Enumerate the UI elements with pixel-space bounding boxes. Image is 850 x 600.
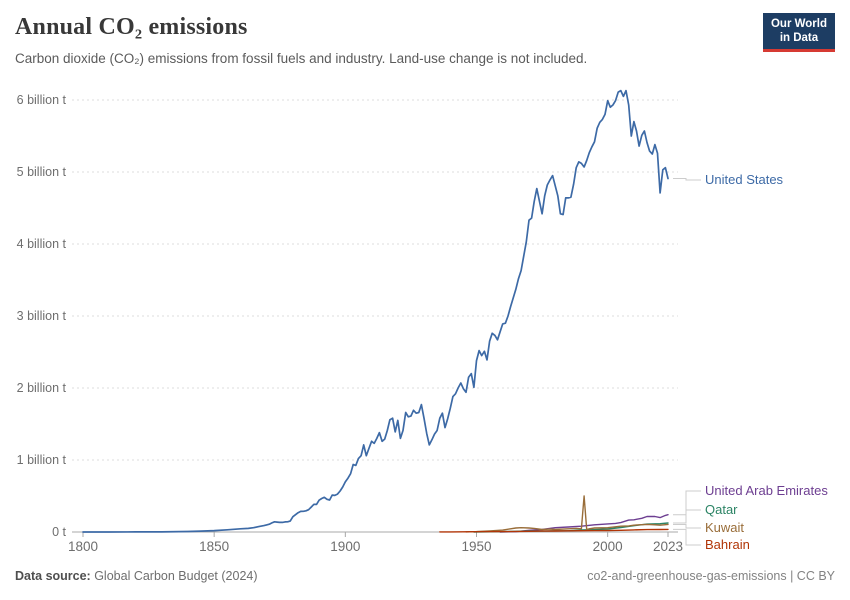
series-line-bahrain[interactable]: [439, 528, 669, 533]
chart-subtitle: Carbon dioxide (CO₂) emissions from foss…: [15, 51, 588, 66]
x-axis-tick-label: 1900: [330, 539, 360, 554]
x-axis-tick-label: 2023: [653, 539, 683, 554]
series-label-qatar[interactable]: Qatar: [705, 502, 738, 517]
y-axis-tick-label: 1 billion t: [17, 453, 67, 467]
owid-logo-line2: in Data: [779, 32, 819, 45]
data-source-note: Data source: Global Carbon Budget (2024): [15, 569, 258, 583]
legend-connector-bahrain: [673, 528, 701, 546]
legend-connector-united-arab-emirates: [673, 490, 701, 516]
owid-logo[interactable]: Our World in Data: [762, 13, 835, 52]
y-axis-tick-label: 0 t: [52, 525, 66, 539]
series-label-united-states[interactable]: United States: [705, 172, 784, 187]
y-axis-tick-label: 3 billion t: [17, 309, 67, 323]
x-axis-tick-label: 1950: [461, 539, 491, 554]
y-axis-tick-label: 4 billion t: [17, 237, 67, 251]
x-axis-tick-label: 1850: [199, 539, 229, 554]
legend-connector-united-states: [673, 177, 701, 181]
data-source-value: Global Carbon Budget (2024): [90, 569, 258, 583]
series-label-bahrain[interactable]: Bahrain: [705, 537, 750, 552]
x-axis-tick-label: 1800: [68, 539, 98, 554]
data-source-label: Data source:: [15, 569, 91, 583]
legend-connector-qatar: [673, 509, 701, 524]
series-line-united-states[interactable]: [82, 89, 669, 533]
owid-logo-line1: Our World: [770, 18, 827, 30]
page-title: Annual CO₂ emissions: [15, 14, 248, 40]
series-label-kuwait[interactable]: Kuwait: [705, 520, 745, 535]
x-axis-tick-label: 2000: [593, 539, 623, 554]
y-axis-tick-label: 6 billion t: [17, 93, 67, 107]
slug-license-link[interactable]: co2-and-greenhouse-gas-emissions | CC BY: [587, 569, 835, 583]
series-line-kuwait[interactable]: [465, 495, 669, 533]
series-label-united-arab-emirates[interactable]: United Arab Emirates: [705, 483, 828, 498]
legend-connector-kuwait: [673, 523, 701, 529]
y-axis-tick-label: 5 billion t: [17, 165, 67, 179]
y-axis-tick-label: 2 billion t: [17, 381, 67, 395]
